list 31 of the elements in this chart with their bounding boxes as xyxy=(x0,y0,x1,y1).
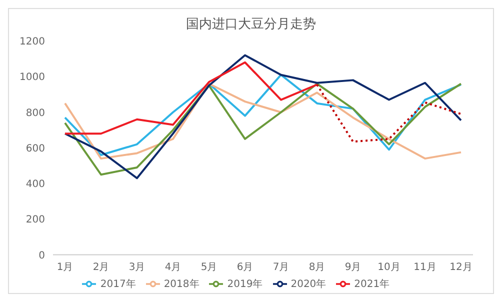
x-tick-label: 2月 xyxy=(92,262,110,273)
y-tick-label: 400 xyxy=(26,179,45,190)
line-series xyxy=(64,82,462,160)
x-tick-label: 10月 xyxy=(378,262,400,273)
y-tick-label: 1200 xyxy=(20,36,45,48)
line-series xyxy=(316,84,462,143)
line-series xyxy=(64,61,318,135)
legend-label: 2018年 xyxy=(164,278,200,290)
legend-label: 2020年 xyxy=(290,278,326,290)
legend-label: 2019年 xyxy=(227,278,263,290)
y-tick-label: 1000 xyxy=(20,72,45,84)
x-tick-label: 7月 xyxy=(272,262,290,273)
y-tick-label: 200 xyxy=(26,214,45,226)
x-tick-label: 9月 xyxy=(344,262,362,273)
x-tick-label: 11月 xyxy=(414,262,436,273)
legend-label: 2017年 xyxy=(100,278,136,290)
y-tick-label: 800 xyxy=(26,108,45,119)
x-tick-label: 8月 xyxy=(308,262,326,273)
legend-label: 2021年 xyxy=(354,278,390,290)
y-tick-label: 600 xyxy=(26,143,45,154)
x-tick-label: 6月 xyxy=(236,262,254,273)
line-series xyxy=(64,54,462,180)
x-tick-label: 1月 xyxy=(56,262,74,273)
y-tick-label: 0 xyxy=(38,250,45,262)
x-tick-label: 12月 xyxy=(450,262,472,273)
line-series xyxy=(64,74,462,156)
line-series xyxy=(64,82,462,176)
x-tick-label: 5月 xyxy=(200,262,218,273)
x-tick-label: 3月 xyxy=(128,262,146,273)
chart-title: 国内进口大豆分月走势 xyxy=(185,16,317,33)
x-tick-label: 4月 xyxy=(164,262,182,273)
